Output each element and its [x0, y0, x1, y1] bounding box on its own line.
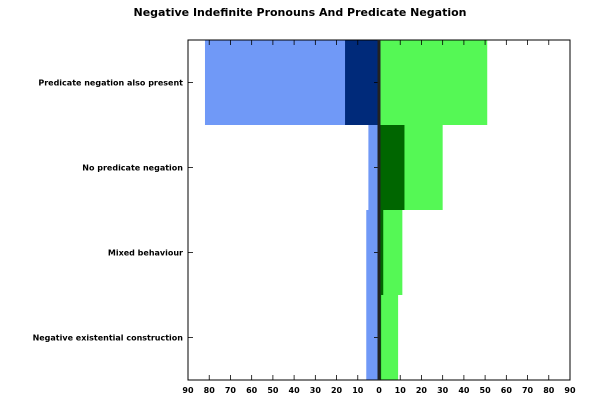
- bar-right-series2-cat3: [379, 295, 399, 380]
- x-tick-label: 80: [204, 386, 216, 395]
- bar-right-series3-cat1: [379, 125, 405, 210]
- x-tick-label: 30: [437, 386, 449, 395]
- x-tick-label: 70: [225, 386, 237, 395]
- x-tick-label: 50: [267, 386, 279, 395]
- x-tick-label: 50: [480, 386, 492, 395]
- category-label: No predicate negation: [82, 164, 183, 173]
- x-tick-label: 60: [246, 386, 258, 395]
- category-label: Mixed behaviour: [108, 249, 183, 258]
- x-tick-label: 40: [458, 386, 470, 395]
- x-tick-label: 90: [182, 386, 194, 395]
- x-tick-label: 20: [331, 386, 343, 395]
- x-tick-label: 10: [395, 386, 407, 395]
- x-tick-label: 0: [376, 386, 382, 395]
- category-label: Negative existential construction: [33, 334, 184, 343]
- bar-right-series2-cat2: [379, 210, 403, 295]
- bar-left-series0-cat3: [366, 295, 379, 380]
- bar-right-series2-cat0: [379, 40, 488, 125]
- bar-left-series1-cat0: [345, 40, 379, 125]
- bar-right-series3-cat2: [379, 210, 384, 295]
- category-labels-group: Predicate negation also present No predic…: [33, 79, 379, 343]
- x-tick-label: 40: [289, 386, 301, 395]
- x-tick-label: 20: [416, 386, 428, 395]
- bar-left-series0-cat2: [366, 210, 379, 295]
- chart-title: Negative Indefinite Pronouns And Predica…: [134, 6, 467, 19]
- x-tick-label: 60: [501, 386, 513, 395]
- category-label: Predicate negation also present: [38, 79, 183, 88]
- x-tick-label: 90: [564, 386, 576, 395]
- x-tick-label: 30: [310, 386, 322, 395]
- x-tick-label: 70: [522, 386, 534, 395]
- bar-left-series0-cat1: [368, 125, 379, 210]
- bars-group: [204, 40, 488, 380]
- x-tick-label: 80: [543, 386, 555, 395]
- x-tick-label: 10: [352, 386, 364, 395]
